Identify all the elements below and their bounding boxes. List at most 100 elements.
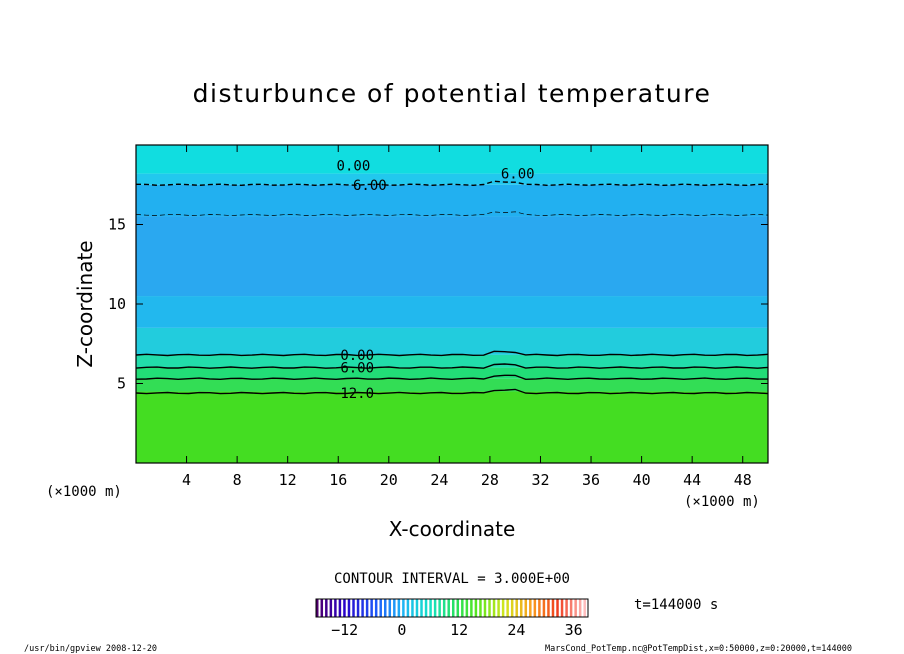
colorbar-cell-8 — [352, 599, 355, 617]
colorbar-cell-57 — [574, 599, 577, 617]
x-tick-label-9: 40 — [633, 471, 651, 489]
colorbar-cell-45 — [520, 599, 523, 617]
colorbar-cell-19 — [402, 599, 405, 617]
color-band-5 — [136, 296, 768, 328]
colorbar-cell-7 — [347, 599, 351, 617]
colorbar-cell-52 — [551, 599, 555, 617]
colorbar-cell-4 — [334, 599, 337, 617]
footer-right: MarsCond_PotTemp.nc@PotTempDist,x=0:5000… — [545, 644, 852, 654]
colorbar-cell-55 — [565, 599, 568, 617]
colorbar-cell-35 — [474, 599, 478, 617]
colorbar-cell-42 — [506, 599, 509, 617]
colorbar-tick-label-2: 12 — [450, 621, 468, 639]
colorbar-cell-12 — [370, 599, 373, 617]
color-band-3 — [136, 354, 768, 368]
x-tick-label-1: 8 — [233, 471, 242, 489]
colorbar — [316, 599, 586, 617]
contour-label-4: 6.00 — [353, 178, 387, 194]
contour-line-5 — [136, 211, 768, 216]
colorbar-tick-label-1: 0 — [397, 621, 406, 639]
colorbar-cell-33 — [465, 599, 469, 617]
colorbar-cell-44 — [515, 599, 518, 617]
colorbar-cell-10 — [361, 599, 364, 617]
colorbar-cell-30 — [452, 599, 455, 617]
upper-contour-label-0: 0.00 — [337, 159, 371, 175]
colorbar-cell-40 — [497, 599, 500, 617]
color-band-2 — [136, 367, 768, 379]
colorbar-cell-3 — [329, 599, 333, 617]
colorbar-cell-53 — [556, 599, 559, 617]
colorbar-cell-32 — [461, 599, 464, 617]
colorbar-cell-37 — [483, 599, 487, 617]
colorbar-cell-36 — [479, 599, 482, 617]
x-tick-label-7: 32 — [531, 471, 549, 489]
colorbar-cell-16 — [388, 599, 392, 617]
color-band-4 — [136, 327, 768, 355]
colorbar-cell-9 — [356, 599, 360, 617]
colorbar-cell-59 — [583, 599, 586, 617]
colorbar-cell-31 — [456, 599, 460, 617]
x-tick-label-8: 36 — [582, 471, 600, 489]
colorbar-frame — [315, 598, 589, 618]
x-tick-label-2: 12 — [279, 471, 297, 489]
colorbar-cell-25 — [429, 599, 432, 617]
colorbar-cell-29 — [447, 599, 450, 617]
colorbar-cell-43 — [510, 599, 514, 617]
colorbar-cell-46 — [524, 599, 528, 617]
colorbar-cell-20 — [406, 599, 410, 617]
colorbar-tick-label-3: 24 — [507, 621, 525, 639]
colorbar-cell-14 — [379, 599, 382, 617]
colorbar-cell-0 — [316, 599, 319, 617]
x-axis-ticks: 4 8 12 16 20 24 28 32 36 40 44 48 — [182, 145, 752, 489]
colorbar-cell-28 — [442, 599, 446, 617]
colorbar-tick-label-4: 36 — [565, 621, 583, 639]
x-tick-label-4: 20 — [380, 471, 398, 489]
colorbar-cell-58 — [578, 599, 582, 617]
colorbar-tick-label-0: −12 — [331, 621, 358, 639]
colorbar-cell-34 — [470, 599, 473, 617]
contour-label-3: 0.00 — [340, 348, 374, 364]
contour-labels: 12.06.000.006.000.00 6.00 — [337, 159, 535, 402]
contour-line-3 — [136, 350, 768, 357]
y-axis-label: Z-coordinate — [73, 240, 97, 367]
colorbar-cell-5 — [338, 599, 342, 617]
y-tick-label-0: 5 — [117, 375, 126, 393]
color-band-0 — [136, 391, 768, 463]
colorbar-cell-51 — [547, 599, 550, 617]
x-tick-label-5: 24 — [430, 471, 448, 489]
colorbar-cell-13 — [374, 599, 378, 617]
contour-interval-label: CONTOUR INTERVAL = 3.000E+00 — [334, 571, 570, 587]
colorbar-cell-54 — [560, 599, 564, 617]
color-band-6 — [136, 216, 768, 297]
colorbar-cell-18 — [397, 599, 401, 617]
colorbar-cell-2 — [325, 599, 328, 617]
color-bands — [136, 145, 768, 463]
colorbar-cell-15 — [384, 599, 387, 617]
colorbar-cell-1 — [320, 599, 324, 617]
x-tick-label-3: 16 — [329, 471, 347, 489]
x-unit-right: (×1000 m) — [684, 494, 760, 510]
colorbar-cell-21 — [411, 599, 414, 617]
colorbar-cell-56 — [569, 599, 573, 617]
colorbar-cell-24 — [424, 599, 428, 617]
y-tick-label-1: 10 — [108, 295, 126, 313]
x-tick-label-10: 44 — [683, 471, 701, 489]
colorbar-cell-23 — [420, 599, 423, 617]
colorbar-cell-38 — [488, 599, 491, 617]
contour-label-2: 6.00 — [340, 361, 374, 377]
x-tick-label-0: 4 — [182, 471, 191, 489]
contour-line-1 — [136, 374, 768, 381]
colorbar-cell-39 — [492, 599, 496, 617]
contour-lines — [136, 180, 768, 395]
contour-line-0 — [136, 388, 768, 395]
x-unit-left: (×1000 m) — [46, 484, 122, 500]
colorbar-cell-48 — [533, 599, 537, 617]
colorbar-ticks: −12 0 12 24 36 — [331, 621, 583, 639]
colorbar-cell-41 — [501, 599, 505, 617]
contour-label-0: 12.0 — [340, 386, 374, 402]
color-band-9 — [136, 145, 768, 174]
time-label: t=144000 s — [634, 597, 718, 613]
upper-contour-label-1: 6.00 — [501, 167, 535, 183]
x-tick-label-11: 48 — [734, 471, 752, 489]
